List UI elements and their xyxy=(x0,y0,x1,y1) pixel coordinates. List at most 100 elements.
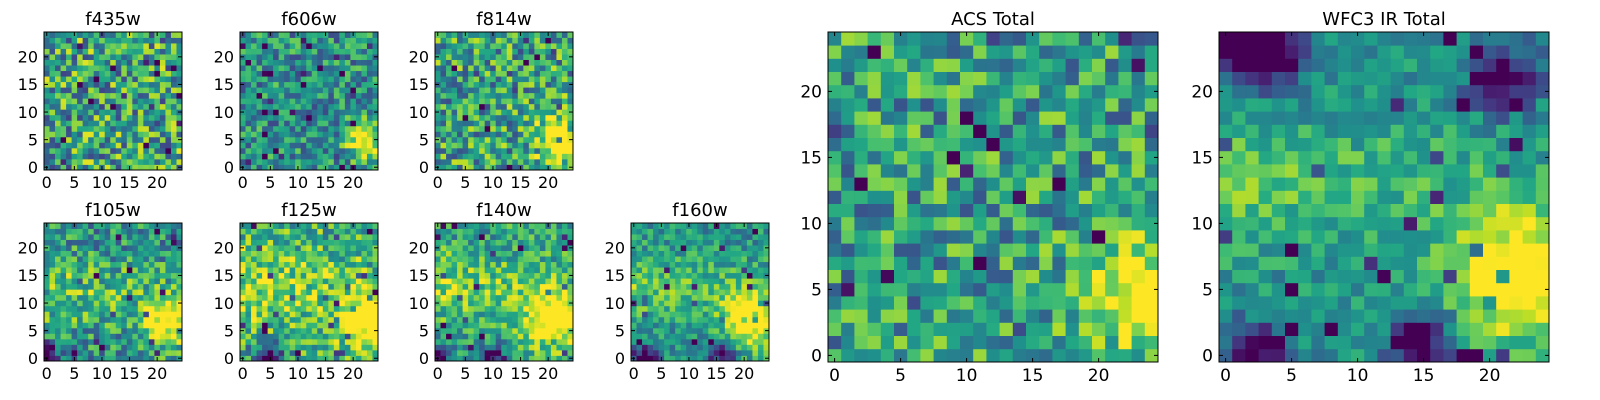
heatmap-cell xyxy=(333,256,340,263)
heatmap-cell xyxy=(1078,335,1093,350)
heatmap-cell xyxy=(317,344,324,351)
heatmap-cell xyxy=(344,333,351,340)
heatmap-cell xyxy=(473,228,480,235)
heatmap-cell xyxy=(110,131,117,138)
heatmap-cell xyxy=(66,349,72,356)
heatmap-cell xyxy=(176,114,183,121)
heatmap-cell xyxy=(512,305,519,312)
heatmap-cell xyxy=(550,261,557,268)
heatmap-cell xyxy=(451,125,458,132)
heatmap-cell xyxy=(757,333,764,340)
heatmap-cell xyxy=(317,322,324,329)
heatmap-cell xyxy=(126,239,133,246)
heatmap-cell xyxy=(176,239,183,246)
heatmap-cell xyxy=(473,32,480,38)
heatmap-cell xyxy=(741,245,748,251)
heatmap-cell xyxy=(262,278,268,285)
heatmap-cell xyxy=(278,98,285,105)
heatmap-cell xyxy=(534,283,541,290)
heatmap-cell xyxy=(653,250,659,257)
heatmap-cell xyxy=(446,283,452,290)
heatmap-cell xyxy=(66,43,72,49)
heatmap-cell xyxy=(708,355,715,362)
heatmap-cell xyxy=(251,355,257,362)
heatmap-cell xyxy=(361,333,368,340)
heatmap-cell xyxy=(841,282,855,297)
heatmap-cell xyxy=(344,131,351,138)
heatmap-cell xyxy=(517,239,524,246)
heatmap-cell xyxy=(534,87,541,94)
heatmap-cell xyxy=(245,37,252,44)
heatmap-cell xyxy=(339,300,346,307)
heatmap-cell xyxy=(361,223,368,229)
heatmap-cell xyxy=(484,32,491,38)
heatmap-cell xyxy=(66,48,72,55)
heatmap-cell xyxy=(473,98,480,105)
heatmap-cell xyxy=(126,294,133,301)
heatmap-cell xyxy=(251,87,257,94)
heatmap-cell xyxy=(295,289,302,296)
heatmap-cell xyxy=(289,245,296,251)
heatmap-cell xyxy=(344,109,351,116)
heatmap-cell xyxy=(501,289,508,296)
heatmap-cell xyxy=(317,164,324,171)
heatmap-cell xyxy=(372,256,379,263)
heatmap-cell xyxy=(468,223,475,229)
heatmap-cell xyxy=(256,114,263,121)
heatmap-cell xyxy=(322,114,329,121)
heatmap-cell xyxy=(973,296,987,310)
heatmap-cell xyxy=(1039,269,1053,284)
heatmap-cell xyxy=(66,98,72,105)
heatmap-cell xyxy=(1026,190,1040,204)
heatmap-cell xyxy=(333,305,340,312)
heatmap-cell xyxy=(435,278,441,285)
heatmap-cell xyxy=(66,283,72,290)
heatmap-cell xyxy=(88,239,95,246)
heatmap-cell xyxy=(245,272,252,279)
heatmap-cell xyxy=(512,250,519,257)
heatmap-cell xyxy=(372,48,379,55)
heatmap-cell xyxy=(946,322,961,336)
heatmap-cell xyxy=(691,261,698,268)
heatmap-cell xyxy=(159,234,166,240)
heatmap-cell xyxy=(49,98,56,105)
heatmap-cell xyxy=(121,87,128,94)
heatmap-cell xyxy=(300,228,307,235)
heatmap-cell xyxy=(534,311,541,318)
heatmap-cell xyxy=(545,114,552,121)
heatmap-cell xyxy=(311,283,318,290)
heatmap-cell xyxy=(567,294,574,301)
heatmap-cell xyxy=(322,92,329,99)
heatmap-cell xyxy=(121,294,128,301)
heatmap-cell xyxy=(154,76,161,83)
heatmap-cell xyxy=(159,305,166,312)
heatmap-cell xyxy=(66,311,72,318)
heatmap-cell xyxy=(642,256,648,263)
heatmap-cell xyxy=(561,125,568,132)
heatmap-cell xyxy=(1118,164,1132,178)
heatmap-cell xyxy=(121,76,128,83)
heatmap-cell xyxy=(278,223,285,229)
heatmap-cell xyxy=(680,327,687,334)
heatmap-cell xyxy=(306,311,313,318)
heatmap-cell xyxy=(289,114,296,121)
heatmap-cell xyxy=(757,294,764,301)
heatmap-cell xyxy=(512,164,519,171)
x-tick-label: 5 xyxy=(265,173,275,192)
axes-frame xyxy=(43,31,183,171)
heatmap-cell xyxy=(132,283,139,290)
heatmap-cell xyxy=(440,272,447,279)
heatmap-cell xyxy=(440,289,447,296)
heatmap-cell xyxy=(457,267,463,274)
heatmap-cell xyxy=(752,300,759,307)
heatmap-cell xyxy=(517,59,524,66)
heatmap-cell xyxy=(517,316,524,323)
heatmap-cell xyxy=(534,54,541,60)
heatmap-cell xyxy=(126,81,133,88)
heatmap-cell xyxy=(501,256,508,263)
heatmap-cell xyxy=(361,92,368,99)
heatmap-cell xyxy=(960,309,974,323)
heatmap-cell xyxy=(691,305,698,312)
heatmap-cell xyxy=(311,114,318,121)
heatmap-cell xyxy=(1012,348,1027,363)
